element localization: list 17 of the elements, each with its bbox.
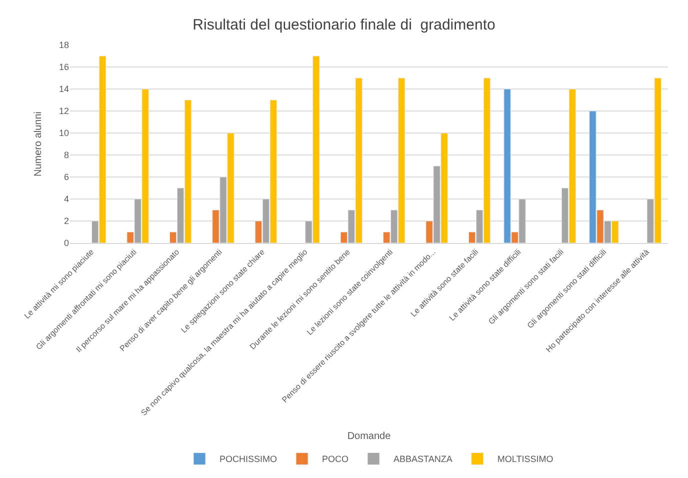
y-tick-label: 6: [64, 172, 69, 182]
y-tick-label: 18: [58, 40, 69, 50]
y-tick-label: 0: [64, 238, 69, 248]
y-tick-label: 10: [58, 128, 69, 138]
y-tick-label: 8: [64, 150, 69, 160]
legend-label: POCO: [322, 454, 349, 464]
chart-title: Risultati del questionario finale di gradimento: [192, 16, 496, 34]
y-tick-label: 12: [58, 106, 69, 116]
legend-label: ABBASTANZA: [394, 454, 452, 464]
y-tick-label: 16: [58, 62, 69, 72]
y-tick-label: 2: [64, 216, 69, 226]
legend-label: MOLTISSIMO: [497, 454, 554, 464]
y-tick-label: 14: [58, 84, 69, 94]
x-axis-title: Domande: [347, 430, 392, 442]
y-tick-label: 4: [64, 194, 69, 204]
y-axis-title: Numero alunni: [32, 111, 44, 177]
legend-label: POCHISSIMO: [220, 454, 278, 464]
